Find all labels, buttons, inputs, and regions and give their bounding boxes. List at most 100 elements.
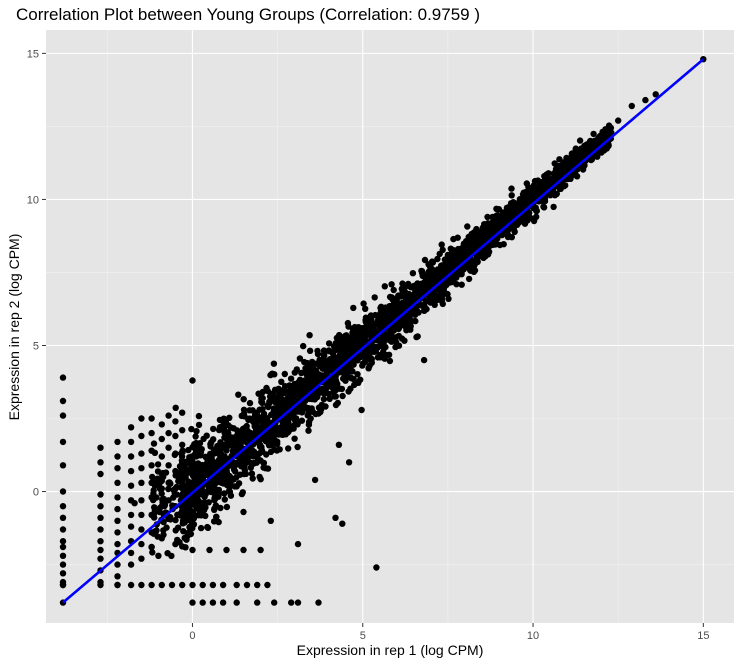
data-point bbox=[195, 412, 203, 420]
data-point bbox=[294, 385, 302, 392]
data-point bbox=[458, 281, 465, 288]
data-point bbox=[138, 526, 145, 533]
y-tick-label: 10 bbox=[27, 194, 39, 206]
data-point bbox=[197, 452, 204, 459]
data-point bbox=[305, 418, 313, 426]
data-point bbox=[179, 441, 186, 448]
data-point bbox=[172, 432, 179, 440]
data-point bbox=[416, 284, 424, 292]
data-point bbox=[440, 284, 448, 292]
data-point bbox=[430, 267, 437, 275]
data-point bbox=[473, 254, 480, 261]
data-point bbox=[315, 372, 323, 379]
data-point bbox=[240, 546, 247, 554]
data-point bbox=[291, 435, 298, 442]
data-point bbox=[294, 390, 301, 398]
data-point bbox=[278, 425, 285, 433]
data-point bbox=[287, 375, 295, 382]
data-point bbox=[254, 581, 261, 589]
data-point bbox=[148, 415, 155, 422]
data-point bbox=[484, 226, 491, 233]
data-point bbox=[476, 233, 483, 240]
data-point bbox=[127, 453, 135, 460]
chart-title: Correlation Plot between Young Groups (C… bbox=[16, 5, 480, 24]
data-point bbox=[234, 427, 241, 434]
data-point bbox=[225, 475, 232, 482]
data-point bbox=[311, 476, 319, 484]
data-point bbox=[392, 303, 399, 310]
data-point bbox=[171, 451, 178, 459]
data-point bbox=[350, 304, 357, 312]
data-point bbox=[266, 400, 273, 407]
data-point bbox=[540, 204, 548, 211]
data-point bbox=[264, 581, 271, 589]
data-point bbox=[413, 333, 420, 341]
data-point bbox=[558, 183, 566, 190]
data-point bbox=[387, 326, 394, 334]
data-point bbox=[424, 274, 431, 281]
data-point bbox=[481, 221, 488, 228]
data-point bbox=[270, 360, 278, 367]
data-point bbox=[192, 468, 200, 475]
data-point bbox=[232, 461, 240, 468]
data-point bbox=[193, 428, 200, 435]
data-point bbox=[177, 484, 184, 491]
data-point bbox=[448, 278, 455, 286]
data-point bbox=[248, 470, 256, 477]
data-point bbox=[148, 462, 155, 469]
data-point bbox=[271, 599, 278, 606]
data-point bbox=[300, 403, 307, 410]
data-point bbox=[297, 378, 305, 386]
y-axis-ticks: 0 5 10 15 bbox=[27, 48, 46, 499]
data-point bbox=[381, 283, 388, 290]
data-point bbox=[386, 303, 393, 310]
data-point bbox=[509, 203, 516, 211]
data-point bbox=[332, 377, 340, 384]
data-point bbox=[591, 137, 598, 144]
data-point bbox=[211, 496, 218, 504]
data-point bbox=[138, 479, 145, 486]
data-point bbox=[97, 526, 104, 533]
data-point bbox=[421, 256, 429, 264]
data-point bbox=[200, 435, 207, 443]
data-point bbox=[358, 406, 365, 414]
data-point bbox=[354, 371, 361, 378]
data-point bbox=[163, 524, 170, 531]
data-point bbox=[165, 429, 172, 437]
data-point bbox=[315, 599, 322, 606]
x-tick-label: 10 bbox=[527, 630, 539, 642]
data-point bbox=[217, 451, 224, 458]
data-point bbox=[158, 421, 165, 428]
data-point bbox=[114, 561, 121, 568]
data-point bbox=[204, 524, 212, 531]
data-point bbox=[253, 459, 260, 466]
data-point bbox=[362, 333, 369, 340]
data-point bbox=[270, 434, 277, 441]
data-point bbox=[197, 524, 205, 532]
data-point bbox=[59, 561, 67, 568]
data-point bbox=[199, 581, 206, 589]
data-point bbox=[168, 552, 175, 560]
data-point bbox=[457, 255, 465, 262]
data-point bbox=[320, 395, 328, 403]
data-point bbox=[206, 546, 213, 554]
data-point bbox=[179, 581, 186, 589]
data-point bbox=[353, 344, 361, 351]
data-point bbox=[97, 503, 104, 510]
data-point bbox=[212, 460, 219, 467]
data-point bbox=[331, 393, 338, 400]
data-point bbox=[168, 581, 176, 589]
data-point bbox=[530, 189, 537, 197]
data-point bbox=[227, 482, 234, 490]
data-point bbox=[179, 427, 186, 434]
data-point bbox=[217, 458, 224, 465]
data-point bbox=[587, 156, 595, 164]
regression-line bbox=[62, 58, 705, 604]
data-point bbox=[301, 358, 308, 366]
data-point bbox=[308, 405, 315, 412]
data-point bbox=[499, 209, 507, 216]
data-point bbox=[165, 412, 172, 419]
data-point bbox=[185, 446, 192, 454]
data-point bbox=[335, 441, 343, 448]
data-point bbox=[429, 259, 437, 266]
